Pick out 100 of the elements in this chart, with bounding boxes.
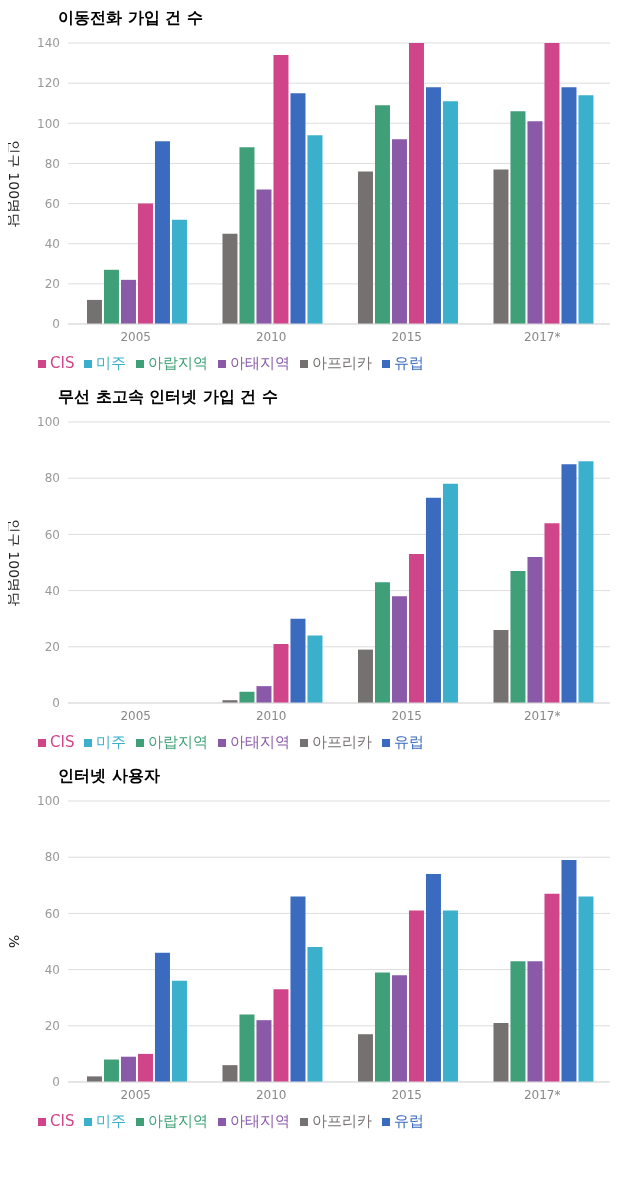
bar <box>307 135 323 324</box>
bar <box>137 1053 153 1082</box>
bar <box>290 93 306 324</box>
bar <box>544 43 560 324</box>
legend-label: 미주 <box>96 733 127 751</box>
x-tick-label: 2017* <box>523 1087 561 1102</box>
bar <box>391 139 407 324</box>
legend-label: 아태지역 <box>230 733 291 751</box>
y-tick-label: 60 <box>44 906 60 921</box>
legend-label: 유럽 <box>394 1112 425 1130</box>
bar <box>527 556 543 703</box>
bar <box>374 582 390 703</box>
bar <box>154 141 170 324</box>
bar <box>493 1022 509 1082</box>
y-tick-label: 20 <box>44 277 60 292</box>
y-tick-label: 20 <box>44 640 60 655</box>
bar <box>256 189 272 324</box>
bar <box>86 299 102 324</box>
bar <box>120 279 136 324</box>
x-tick-label: 2017* <box>523 329 561 344</box>
y-tick-label: 100 <box>37 415 60 430</box>
bar <box>578 896 594 1082</box>
y-axis-title: % <box>6 934 23 949</box>
legend-label: CIS <box>50 1112 75 1130</box>
bar <box>425 87 441 324</box>
bar <box>154 952 170 1082</box>
bar <box>120 1056 136 1082</box>
legend-label: 유럽 <box>394 733 425 751</box>
legend-label: 아랍지역 <box>148 354 209 372</box>
x-tick-label: 2010 <box>255 329 287 344</box>
y-tick-label: 100 <box>37 116 60 131</box>
x-tick-label: 2017* <box>523 708 561 723</box>
y-tick-label: 40 <box>44 962 60 977</box>
bar <box>239 147 255 324</box>
y-tick-label: 0 <box>52 1075 60 1090</box>
y-tick-label: 100 <box>37 794 60 809</box>
y-tick-label: 40 <box>44 236 60 251</box>
bar <box>357 171 373 324</box>
bar <box>510 111 526 324</box>
x-tick-label: 2010 <box>255 1087 287 1102</box>
x-tick-label: 2015 <box>391 1087 423 1102</box>
bar <box>273 643 289 703</box>
legend-label: CIS <box>50 354 75 372</box>
bar <box>357 1034 373 1082</box>
bar <box>442 910 458 1082</box>
bar <box>510 570 526 703</box>
bar <box>578 95 594 324</box>
y-tick-label: 80 <box>44 850 60 865</box>
legend-label: 유럽 <box>394 354 425 372</box>
bar <box>425 497 441 703</box>
y-tick-label: 0 <box>52 696 60 711</box>
bar <box>256 686 272 703</box>
bar <box>137 203 153 324</box>
legend-label: 아랍지역 <box>148 1112 209 1130</box>
y-tick-label: 0 <box>52 317 60 332</box>
y-tick-label: 120 <box>37 76 60 91</box>
x-tick-label: 2005 <box>120 708 152 723</box>
bar <box>222 233 238 324</box>
x-tick-label: 2005 <box>120 329 152 344</box>
bar <box>374 972 390 1082</box>
bar <box>391 596 407 703</box>
bar <box>442 483 458 703</box>
legend-label: 아태지역 <box>230 1112 291 1130</box>
y-tick-label: 80 <box>44 156 60 171</box>
y-tick-label: 80 <box>44 471 60 486</box>
y-tick-label: 60 <box>44 527 60 542</box>
legend-label: 아태지역 <box>230 354 291 372</box>
bar <box>290 896 306 1082</box>
legend-label: 미주 <box>96 354 127 372</box>
bar <box>408 554 424 703</box>
legend-label: 아프리카 <box>312 1112 373 1130</box>
bar <box>273 989 289 1082</box>
bar <box>561 860 577 1082</box>
legend-label: 미주 <box>96 1112 127 1130</box>
bar <box>307 947 323 1082</box>
bar <box>307 635 323 703</box>
bar <box>408 43 424 324</box>
bar <box>493 169 509 324</box>
x-tick-label: 2015 <box>391 329 423 344</box>
bar <box>425 874 441 1082</box>
legend-label: CIS <box>50 733 75 751</box>
bar <box>222 1065 238 1082</box>
bar <box>171 219 187 324</box>
bar <box>527 121 543 324</box>
bar <box>171 980 187 1082</box>
legend-label: 아랍지역 <box>148 733 209 751</box>
y-tick-label: 20 <box>44 1019 60 1034</box>
bar <box>527 961 543 1082</box>
bar <box>374 105 390 324</box>
bar <box>442 101 458 324</box>
bar <box>357 649 373 703</box>
bar <box>391 975 407 1082</box>
bar <box>290 618 306 703</box>
x-tick-label: 2010 <box>255 708 287 723</box>
y-tick-label: 40 <box>44 583 60 598</box>
y-tick-label: 140 <box>37 36 60 51</box>
bar <box>103 1059 119 1082</box>
bar <box>544 523 560 703</box>
bar <box>103 269 119 324</box>
chart-title: 이동전화 가입 건 수 <box>58 8 204 29</box>
